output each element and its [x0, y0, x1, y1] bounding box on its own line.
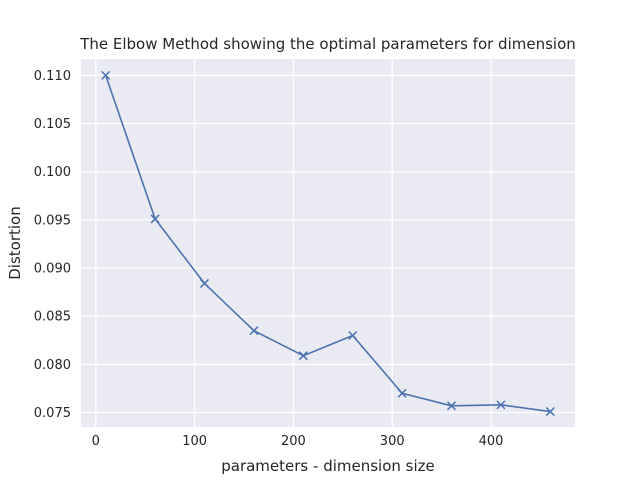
y-tick-label: 0.105	[34, 117, 71, 132]
data-point-marker	[446, 401, 457, 411]
x-tick-label: 300	[380, 434, 405, 449]
data-point-marker	[545, 407, 555, 417]
y-tick-label: 0.080	[34, 358, 71, 373]
x-tick-label: 100	[182, 434, 207, 449]
plot-area	[81, 59, 575, 427]
y-tick-label: 0.090	[34, 262, 71, 277]
y-axis-ticks: 0.075 0.080 0.085 0.090 0.095 0.100 0.105 0.110	[34, 69, 71, 421]
distortion-markers	[101, 70, 555, 417]
distortion-series-line	[104, 75, 551, 413]
data-point-marker	[249, 326, 259, 336]
x-axis-ticks: 0 100 200 300 400	[92, 434, 504, 449]
y-tick-label: 0.095	[34, 213, 71, 228]
y-tick-label: 0.110	[34, 69, 71, 84]
data-point-marker	[150, 214, 160, 224]
y-tick-label: 0.100	[34, 165, 71, 180]
y-axis-label: Distortion	[6, 206, 24, 280]
horizontal-gridlines	[81, 74, 575, 414]
chart-title: The Elbow Method showing the optimal par…	[79, 35, 576, 53]
vertical-gridlines	[95, 59, 492, 427]
data-point-marker	[199, 278, 210, 288]
x-tick-label: 0	[92, 434, 100, 449]
y-tick-label: 0.075	[34, 406, 71, 421]
data-point-marker	[397, 388, 407, 398]
data-point-marker	[496, 400, 506, 410]
data-point-marker	[298, 351, 308, 361]
x-axis-label: parameters - dimension size	[221, 457, 435, 475]
x-tick-label: 400	[479, 434, 504, 449]
data-point-marker	[348, 330, 358, 341]
y-tick-label: 0.085	[34, 310, 71, 325]
data-point-marker	[101, 70, 111, 80]
x-tick-label: 200	[281, 434, 306, 449]
